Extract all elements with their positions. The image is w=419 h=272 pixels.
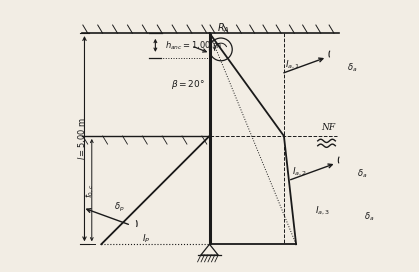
Text: $\delta_p$: $\delta_p$ — [114, 201, 124, 215]
Text: $\delta_a$: $\delta_a$ — [347, 61, 358, 74]
Text: NF: NF — [321, 123, 335, 132]
Text: $\beta = 20°$: $\beta = 20°$ — [171, 78, 205, 91]
Text: $\delta_a$: $\delta_a$ — [357, 167, 367, 180]
Text: $I_{a,2}$: $I_{a,2}$ — [292, 166, 307, 178]
Text: $l = 5{,}00\ \mathrm{m}$: $l = 5{,}00\ \mathrm{m}$ — [76, 117, 88, 160]
Text: $I_{a,3}$: $I_{a,3}$ — [315, 205, 330, 217]
Text: $R_A$: $R_A$ — [217, 21, 230, 35]
Text: $I_P$: $I_P$ — [142, 232, 150, 245]
Text: $\delta_a$: $\delta_a$ — [364, 210, 375, 223]
Text: $f_{0,c}$: $f_{0,c}$ — [83, 183, 96, 197]
Text: $h_{anc} = 1{,}00\ \mathrm{m}$: $h_{anc} = 1{,}00\ \mathrm{m}$ — [165, 39, 222, 52]
Text: $I_{a,1}$: $I_{a,1}$ — [285, 59, 300, 71]
